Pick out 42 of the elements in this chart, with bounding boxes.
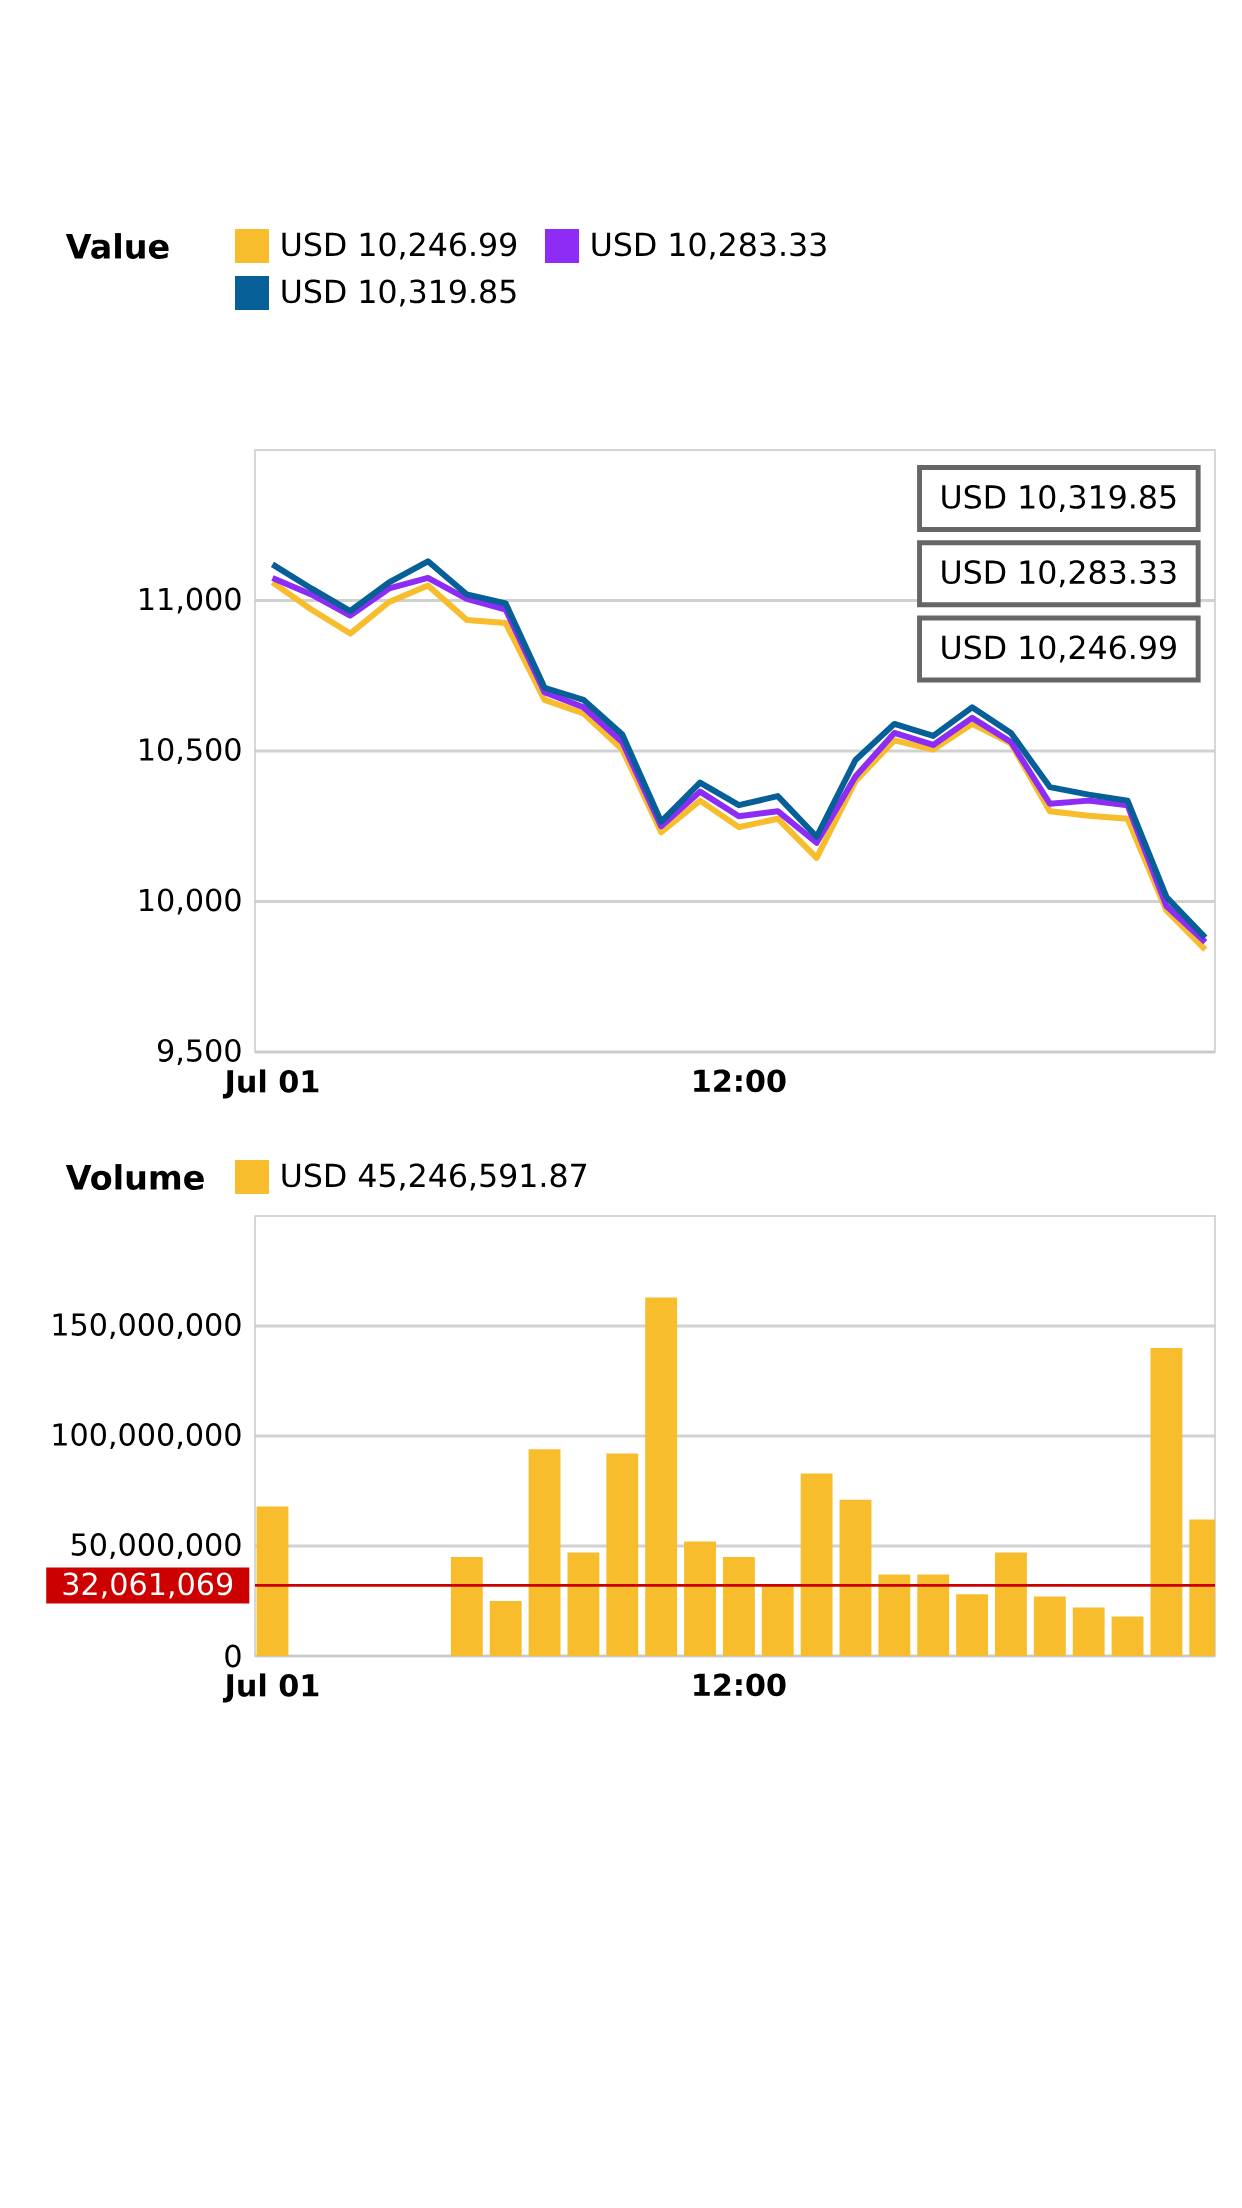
bar [917, 1574, 950, 1656]
ref-line-label: 32,061,069 [63, 1572, 233, 1599]
bar [761, 1585, 794, 1656]
bar [645, 1297, 678, 1656]
y-tick-label: 10,000 [140, 888, 241, 915]
x-tick-label: Jul 01 [222, 1673, 319, 1703]
legend-title: Value [65, 233, 169, 259]
legend-label: USD 45,246,591.87 [282, 1163, 586, 1191]
legend-label: USD 10,283.33 [592, 232, 826, 260]
bar [722, 1556, 755, 1656]
bar [567, 1552, 600, 1656]
y-tick-label: 100,000,000 [53, 1423, 241, 1449]
annotation: USD 10,246.99 [942, 635, 1176, 663]
bar [956, 1594, 989, 1656]
bar [684, 1541, 716, 1656]
bar [1033, 1596, 1066, 1656]
bar [1150, 1347, 1183, 1656]
bar [528, 1449, 561, 1656]
y-tick-label: 11,000 [140, 587, 241, 614]
x-tick-label: 12:00 [694, 1673, 786, 1697]
y-tick-label: 9,500 [157, 1039, 241, 1065]
bar [606, 1453, 639, 1656]
bar [800, 1473, 833, 1656]
bar [450, 1556, 483, 1656]
x-tick-label: Jul 01 [222, 1069, 319, 1099]
annotation: USD 10,283.33 [942, 560, 1176, 588]
bar [878, 1574, 911, 1656]
legend-label: USD 10,246.99 [282, 232, 517, 260]
y-tick-label: 50,000,000 [71, 1533, 241, 1559]
legend-label: USD 10,319.85 [282, 279, 516, 307]
x-tick-label: 12:00 [694, 1069, 786, 1093]
bar [839, 1499, 872, 1656]
bar [1072, 1607, 1105, 1656]
y-tick-label: 10,500 [140, 738, 241, 764]
legend-title: Volume [65, 1164, 204, 1190]
annotation: USD 10,319.85 [942, 484, 1176, 513]
bar [1111, 1616, 1144, 1656]
bar [489, 1600, 522, 1656]
y-tick-label: 150,000,000 [53, 1313, 241, 1339]
y-tick-label: 0 [225, 1644, 241, 1668]
bar [995, 1552, 1027, 1656]
bar [256, 1506, 289, 1656]
